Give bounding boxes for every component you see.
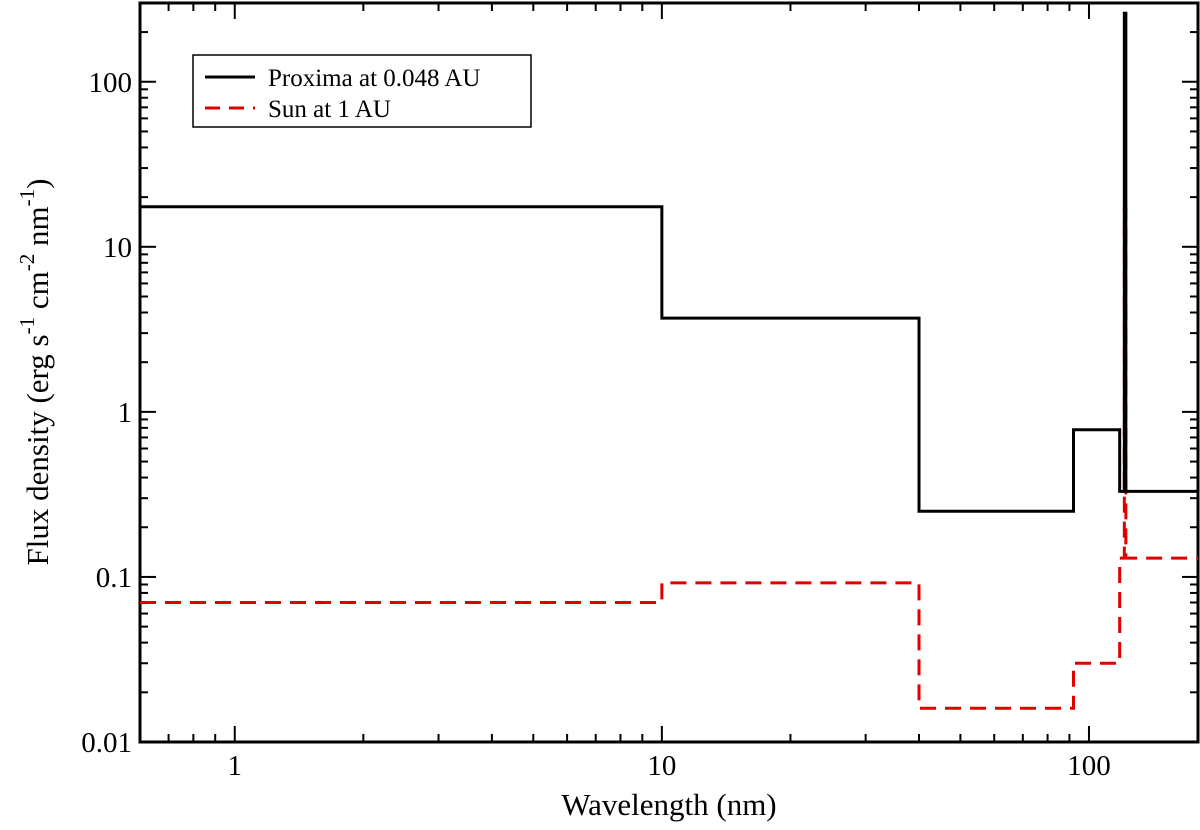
x-axis-title: Wavelength (nm) — [561, 787, 776, 822]
legend: Proxima at 0.048 AU Sun at 1 AU — [192, 54, 532, 128]
legend-label-proxima: Proxima at 0.048 AU — [268, 65, 481, 92]
x-tick-label: 1 — [228, 750, 243, 782]
y-tick-label: 100 — [89, 67, 133, 99]
plot-frame — [138, 1, 1200, 744]
series-sun-line — [140, 207, 1198, 710]
tick-labels: 1 10 100 0.01 0.1 1 10 100 — [81, 67, 1110, 782]
legend-box — [192, 54, 532, 128]
y-tick-label: 0.1 — [96, 562, 132, 594]
x-tick-label: 100 — [1067, 750, 1111, 782]
x-tick-label: 10 — [647, 750, 676, 782]
y-tick-label: 1 — [118, 397, 133, 429]
series-layer — [140, 11, 1198, 710]
y-tick-label: 10 — [103, 232, 132, 264]
y-axis-title: Flux density (erg s-1 cm-2 nm-1) — [15, 179, 55, 566]
legend-label-sun: Sun at 1 AU — [268, 96, 391, 123]
y-tick-label: 0.01 — [81, 727, 132, 759]
series-proxima-line — [140, 11, 1198, 513]
ticks — [139, 2, 1198, 743]
